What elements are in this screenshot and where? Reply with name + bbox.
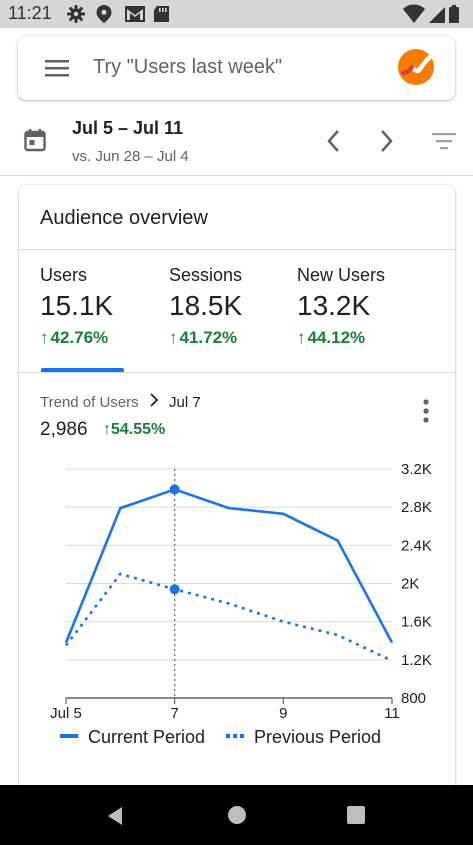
battery-icon bbox=[449, 5, 459, 23]
more-options-icon[interactable] bbox=[416, 398, 436, 424]
status-bar: 11:21 bbox=[0, 0, 473, 28]
trend-breadcrumb: Trend of Users Jul 7 bbox=[40, 393, 201, 411]
android-navigation-bar bbox=[0, 785, 473, 845]
gear-icon bbox=[67, 5, 85, 23]
sd-card-icon bbox=[154, 6, 169, 22]
trend-breadcrumb-date: Jul 7 bbox=[169, 394, 201, 411]
legend-current-period[interactable]: Current Period bbox=[60, 727, 205, 748]
metric-change-value: 42.76% bbox=[50, 328, 109, 347]
card-title: Audience overview bbox=[40, 207, 208, 229]
legend-label: Previous Period bbox=[254, 727, 382, 747]
chevron-right-icon bbox=[150, 393, 159, 407]
home-circle-icon[interactable] bbox=[227, 805, 247, 825]
metric-change: ↑ 44.12% bbox=[297, 328, 422, 348]
status-time: 11:21 bbox=[8, 3, 52, 23]
status-icons-right bbox=[403, 4, 459, 23]
analytics-logo-icon[interactable] bbox=[397, 48, 435, 86]
recent-apps-square-icon[interactable] bbox=[346, 805, 366, 825]
metric-change-value: 44.12% bbox=[307, 328, 366, 347]
legend-previous-period[interactable]: Previous Period bbox=[226, 727, 381, 748]
arrow-up-icon: ↑ bbox=[169, 328, 178, 347]
signal-icon bbox=[429, 7, 445, 23]
metric-value: 13.2K bbox=[297, 290, 371, 321]
arrow-up-icon: ↑ bbox=[40, 328, 49, 347]
metric-label: Sessions bbox=[169, 265, 243, 285]
gmail-icon bbox=[125, 6, 145, 22]
calendar-icon[interactable] bbox=[24, 128, 46, 152]
date-range-label[interactable]: Jul 5 – Jul 11 bbox=[72, 118, 184, 138]
trend-breadcrumb-label: Trend of Users bbox=[40, 394, 139, 411]
previous-range-button[interactable] bbox=[322, 128, 344, 154]
selected-metric-indicator bbox=[41, 368, 124, 372]
back-triangle-icon[interactable] bbox=[104, 805, 126, 827]
hamburger-menu-icon[interactable] bbox=[44, 57, 70, 79]
search-placeholder[interactable]: Try "Users last week" bbox=[93, 56, 283, 78]
metric-label: Users bbox=[40, 265, 88, 285]
status-icons-left bbox=[67, 5, 169, 23]
date-range-bar: Jul 5 – Jul 11 vs. Jun 28 – Jul 4 bbox=[0, 110, 473, 176]
divider bbox=[19, 249, 455, 250]
metric-sessions[interactable]: Sessions 18.5K ↑ 41.72% bbox=[169, 265, 294, 348]
trend-change-value: 54.55% bbox=[111, 421, 166, 438]
next-range-button[interactable] bbox=[376, 128, 398, 154]
legend-swatch-solid bbox=[60, 734, 78, 739]
metric-change: ↑ 41.72% bbox=[169, 328, 294, 348]
divider bbox=[19, 372, 455, 373]
metric-value: 18.5K bbox=[169, 290, 243, 321]
trend-value: 2,986 bbox=[40, 419, 88, 440]
location-icon bbox=[96, 5, 112, 23]
metric-users[interactable]: Users 15.1K ↑ 42.76% bbox=[40, 265, 165, 348]
metric-new-users[interactable]: New Users 13.2K ↑ 44.12% bbox=[297, 265, 422, 348]
metric-change: ↑ 42.76% bbox=[40, 328, 165, 348]
arrow-up-icon: ↑ bbox=[103, 421, 111, 438]
legend-label: Current Period bbox=[88, 727, 206, 747]
comparison-range-label: vs. Jun 28 – Jul 4 bbox=[72, 148, 189, 165]
metric-change-value: 41.72% bbox=[179, 328, 238, 347]
filter-icon[interactable] bbox=[431, 131, 457, 151]
metric-label: New Users bbox=[297, 265, 386, 285]
arrow-up-icon: ↑ bbox=[297, 328, 306, 347]
search-bar[interactable]: Try "Users last week" bbox=[18, 36, 455, 100]
metric-value: 15.1K bbox=[40, 290, 114, 321]
legend-swatch-dotted bbox=[226, 734, 244, 739]
trend-change: ↑54.55% bbox=[103, 421, 165, 439]
wifi-icon bbox=[403, 4, 425, 23]
audience-overview-card: Audience overview Users 15.1K ↑ 42.76% Se… bbox=[19, 185, 455, 805]
